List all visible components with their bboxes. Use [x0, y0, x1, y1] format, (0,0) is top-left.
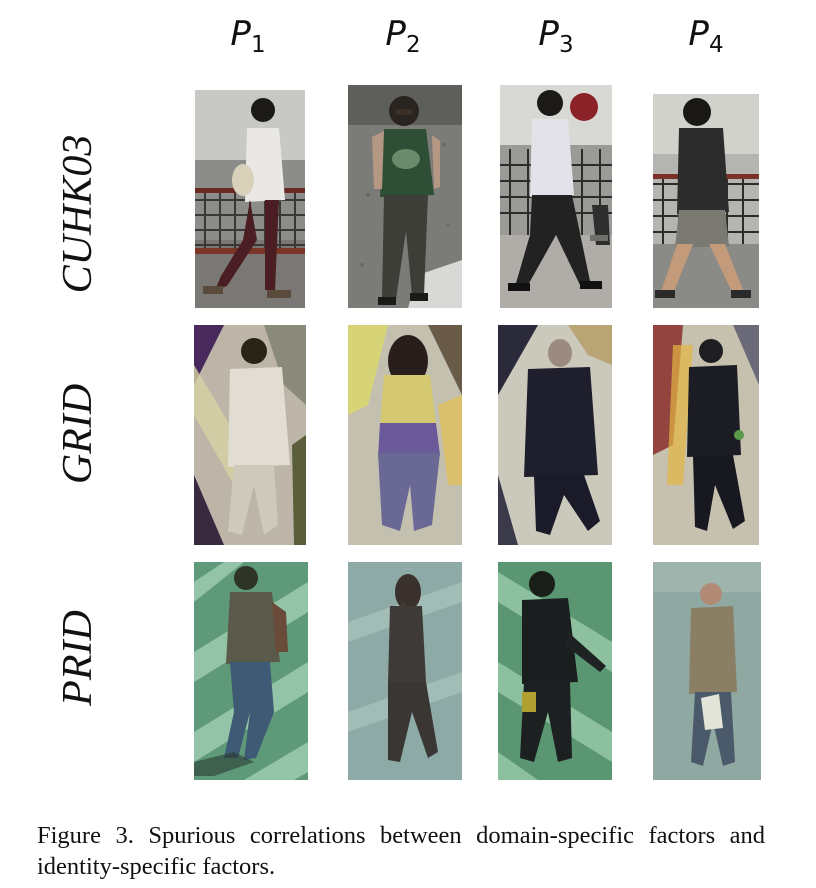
photo-grid-p4: [653, 325, 759, 545]
column-letter: P: [688, 14, 709, 54]
photo-grid-p3: [498, 325, 612, 545]
row-label-grid: GRID: [55, 383, 101, 485]
column-letter: P: [385, 14, 406, 54]
figure-caption: Figure 3. Spurious correlations between …: [37, 822, 765, 880]
column-header-p4: P4: [646, 14, 766, 58]
column-letter: P: [230, 14, 251, 54]
photo-cuhk03-p2: [348, 85, 462, 308]
photo-prid-p1: [194, 562, 308, 780]
photo-cuhk03-p3: [500, 85, 612, 308]
column-index: 1: [250, 32, 266, 58]
column-index: 4: [708, 32, 724, 58]
photo-prid-p4: [653, 562, 761, 780]
column-header-p3: P3: [496, 14, 616, 58]
photo-grid-p2: [348, 325, 462, 545]
photo-cuhk03-p4: [653, 94, 759, 308]
column-index: 3: [558, 32, 574, 58]
column-header-p2: P2: [343, 14, 463, 58]
photo-prid-p2: [348, 562, 462, 780]
photo-prid-p3: [498, 562, 612, 780]
row-label-prid: PRID: [55, 610, 101, 706]
column-index: 2: [405, 32, 421, 58]
photo-grid-p1: [194, 325, 306, 545]
photo-cuhk03-p1: [195, 90, 305, 308]
column-letter: P: [538, 14, 559, 54]
column-header-p1: P1: [188, 14, 308, 58]
row-label-cuhk03: CUHK03: [55, 134, 101, 294]
